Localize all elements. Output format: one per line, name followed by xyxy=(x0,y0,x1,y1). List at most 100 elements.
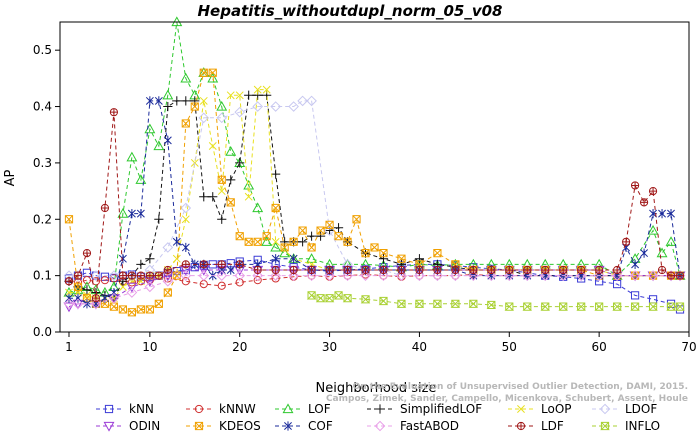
point-kdeos-29 xyxy=(325,220,334,230)
point-ldf-43 xyxy=(675,271,685,280)
point-ldof-11 xyxy=(252,101,263,112)
point-ldf-35 xyxy=(595,265,604,275)
point-lof-26 xyxy=(306,253,318,263)
point-kdeos-7 xyxy=(127,308,136,317)
y-tick-label-1: 0.1 xyxy=(33,269,52,283)
legend-item-simplifiedlof: SimplifiedLOF xyxy=(367,402,482,416)
point-ldf-17 xyxy=(271,265,280,275)
legend-label-inflo: INFLO xyxy=(625,419,660,433)
point-cof-5 xyxy=(109,287,118,298)
point-kdeos-15 xyxy=(199,68,208,77)
point-ldof-15 xyxy=(306,95,317,107)
point-simplifiedlof-16 xyxy=(208,192,218,202)
point-fastabod-1 xyxy=(72,298,84,310)
point-ldf-25 xyxy=(415,265,424,275)
point-simplifiedlof-11 xyxy=(163,101,173,112)
legend-marker-inflo xyxy=(600,421,610,431)
point-kdeos-31 xyxy=(343,237,352,246)
point-simplifiedlof-17 xyxy=(217,214,227,224)
point-inflo-2 xyxy=(324,294,335,303)
point-ldof-12 xyxy=(270,101,281,112)
point-kdeos-2 xyxy=(82,294,92,303)
point-simplifiedlof-30 xyxy=(333,223,344,233)
point-fastabod-29 xyxy=(575,270,587,281)
point-inflo-16 xyxy=(558,302,569,311)
point-fastabod-24 xyxy=(486,270,497,281)
point-loop-6 xyxy=(118,282,127,291)
point-ldof-8 xyxy=(198,112,210,124)
point-knnw-15 xyxy=(253,276,262,285)
point-simplifiedlof-2 xyxy=(82,285,92,295)
point-cof-7 xyxy=(127,209,136,219)
point-cof-6 xyxy=(118,254,127,264)
legend-marker-odin xyxy=(103,421,115,432)
x-tick-label-5: 50 xyxy=(502,340,517,354)
x-tick-label-3: 30 xyxy=(322,340,337,354)
point-inflo-12 xyxy=(486,300,497,310)
point-cof-46 xyxy=(667,209,675,219)
point-odin-0 xyxy=(63,302,75,313)
point-simplifiedlof-26 xyxy=(298,237,308,247)
axes: 0.0 0.1 0.2 0.3 0.4 0.5 1 10 20 30 40 50 60 70 xyxy=(33,21,697,354)
point-kdeos-5 xyxy=(109,302,119,311)
point-ldf-34 xyxy=(577,265,586,275)
series-fastabod xyxy=(63,270,686,310)
point-kdeos-26 xyxy=(298,226,307,235)
point-ldf-5 xyxy=(109,108,119,117)
point-ldf-33 xyxy=(559,265,568,275)
legend: kNN kNNW LOF SimplifiedLOF LoOP LDOF ODIN KDEOS… xyxy=(96,402,660,433)
point-ldf-40 xyxy=(648,187,658,196)
point-loop-22 xyxy=(262,85,271,94)
point-kdeos-0 xyxy=(64,215,74,224)
point-simplifiedlof-33 xyxy=(378,254,389,264)
point-inflo-11 xyxy=(468,299,479,308)
point-knnw-14 xyxy=(235,278,244,287)
point-lof-7 xyxy=(126,151,138,162)
y-tick-label-5: 0.5 xyxy=(33,43,52,57)
point-ldf-28 xyxy=(469,265,478,275)
point-fastabod-10 xyxy=(234,270,246,281)
point-inflo-19 xyxy=(612,302,622,311)
x-tick-label-0: 1 xyxy=(65,340,73,354)
legend-marker-fastabod xyxy=(374,420,386,432)
legend-label-odin: ODIN xyxy=(129,419,160,433)
point-inflo-17 xyxy=(576,302,586,311)
point-fastabod-9 xyxy=(216,270,228,281)
y-axis-label: AP xyxy=(3,169,18,186)
point-cof-11 xyxy=(163,135,172,145)
point-fastabod-19 xyxy=(396,270,407,281)
legend-marker-cof xyxy=(284,421,292,431)
point-inflo-14 xyxy=(522,302,533,311)
point-ldf-10 xyxy=(154,271,163,280)
point-knn-42 xyxy=(648,295,658,304)
point-loop-21 xyxy=(253,85,262,94)
point-simplifiedlof-12 xyxy=(172,96,182,106)
legend-item-ldf: LDF xyxy=(508,419,564,433)
x-axis-label: Neighborhood size xyxy=(316,381,437,396)
point-ldf-14 xyxy=(217,260,226,269)
legend-label-knnw: kNNW xyxy=(219,402,256,416)
point-fastabod-0 xyxy=(63,298,75,310)
point-lof-23 xyxy=(270,241,282,252)
point-ldf-3 xyxy=(91,294,101,303)
point-ldf-37 xyxy=(622,237,631,246)
point-simplifiedlof-23 xyxy=(271,169,281,179)
point-kdeos-11 xyxy=(163,288,172,297)
legend-item-odin: ODIN xyxy=(96,419,160,433)
point-loop-16 xyxy=(208,142,217,150)
legend-item-lof: LOF xyxy=(275,402,331,416)
point-ldf-41 xyxy=(657,265,667,275)
point-simplifiedlof-35 xyxy=(414,254,425,264)
point-cof-42 xyxy=(631,259,640,269)
point-lof-6 xyxy=(117,208,129,218)
point-inflo-20 xyxy=(630,302,640,311)
watermark-line-0: Campos, Zimek, Sander, Campello, Micenko… xyxy=(326,394,688,404)
point-kdeos-18 xyxy=(226,198,235,207)
point-lof-8 xyxy=(135,174,147,184)
point-kdeos-25 xyxy=(289,237,298,246)
point-lof-45 xyxy=(647,224,659,235)
point-ldof-14 xyxy=(297,95,308,107)
point-fastabod-25 xyxy=(503,270,515,281)
point-ldf-19 xyxy=(307,265,316,275)
